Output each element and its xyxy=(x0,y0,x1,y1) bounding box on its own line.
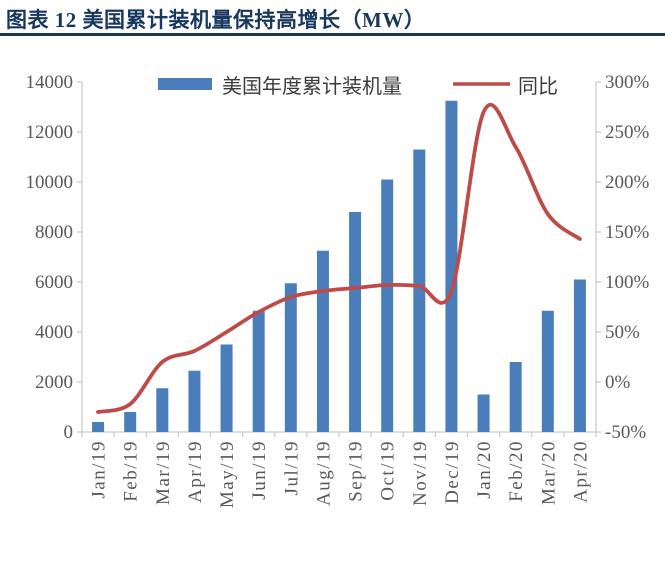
left-axis-tick-label: 4000 xyxy=(35,322,73,343)
x-axis-category-label: Jun/19 xyxy=(249,440,270,500)
right-axis-tick-label: 150% xyxy=(605,222,650,243)
left-axis-tick-label: 0 xyxy=(64,422,74,443)
right-axis-tick-label: 250% xyxy=(605,122,650,143)
legend-line-label: 同比 xyxy=(518,75,558,98)
right-axis-tick-label: 300% xyxy=(605,72,650,93)
bar xyxy=(413,149,426,432)
x-axis-category-label: Oct/19 xyxy=(378,440,399,501)
bar-series xyxy=(92,100,586,432)
left-axis-tick-labels: 0 2000 4000 6000 8000 10000 12000 14000 xyxy=(26,72,74,443)
bar xyxy=(316,250,329,432)
legend-bar-label: 美国年度累计装机量 xyxy=(222,75,402,98)
bar xyxy=(284,283,297,432)
bar xyxy=(509,362,522,432)
left-axis-tick-label: 2000 xyxy=(35,372,73,393)
x-axis-category-label: Apr/20 xyxy=(570,440,591,503)
right-axis-tick-label: 200% xyxy=(605,172,650,193)
left-axis-tick-label: 8000 xyxy=(35,222,73,243)
bar xyxy=(92,422,105,432)
right-axis-tick-label: 0% xyxy=(605,372,631,393)
bar xyxy=(252,310,265,432)
yoy-line-series xyxy=(96,102,582,414)
x-axis-category-label: Nov/19 xyxy=(410,440,431,506)
x-axis-category-label: Apr/19 xyxy=(185,440,206,503)
bar xyxy=(573,279,586,432)
bar xyxy=(220,344,233,432)
x-axis-category-label: Feb/19 xyxy=(121,440,142,502)
legend-bar-swatch xyxy=(158,78,212,90)
left-axis-tick-label: 6000 xyxy=(35,272,73,293)
right-axis-tick-label: 100% xyxy=(605,272,650,293)
legend: 美国年度累计装机量 同比 xyxy=(158,75,558,98)
x-axis-category-label: May/19 xyxy=(217,440,238,508)
left-axis-tick-label: 12000 xyxy=(26,122,74,143)
x-axis-category-label: Feb/20 xyxy=(506,440,527,502)
x-axis-category-label: Dec/19 xyxy=(442,440,463,504)
bar xyxy=(124,412,137,432)
bar xyxy=(541,310,554,432)
bar xyxy=(445,100,458,432)
title-underline xyxy=(0,33,665,36)
x-axis-category-label: Sep/19 xyxy=(346,440,367,502)
right-axis-tick-label: -50% xyxy=(605,422,646,443)
bar xyxy=(349,212,362,432)
axes xyxy=(77,81,601,437)
bar xyxy=(188,370,201,432)
x-axis-category-label: Mar/19 xyxy=(153,440,174,505)
bar xyxy=(477,394,490,432)
x-axis-category-label: Jan/20 xyxy=(474,440,495,499)
x-axis-category-label: Aug/19 xyxy=(313,440,334,506)
bar xyxy=(381,179,394,432)
x-axis-category-label: Jan/19 xyxy=(89,440,110,499)
right-axis-tick-labels: -50% 0% 50% 100% 150% 200% 250% 300% xyxy=(605,72,650,443)
x-axis-category-labels: Jan/19 Feb/19 Mar/19 Apr/19 May/19 Jun/19 Jul/… xyxy=(89,440,592,508)
left-axis-tick-label: 10000 xyxy=(26,172,74,193)
right-axis-tick-label: 50% xyxy=(605,322,640,343)
chart-title: 图表 12 美国累计装机量保持高增长（MW） xyxy=(6,8,426,32)
bar xyxy=(156,388,169,432)
x-axis-category-label: Jul/19 xyxy=(281,440,302,495)
left-axis-tick-label: 14000 xyxy=(26,72,74,93)
x-axis-category-label: Mar/20 xyxy=(538,440,559,505)
